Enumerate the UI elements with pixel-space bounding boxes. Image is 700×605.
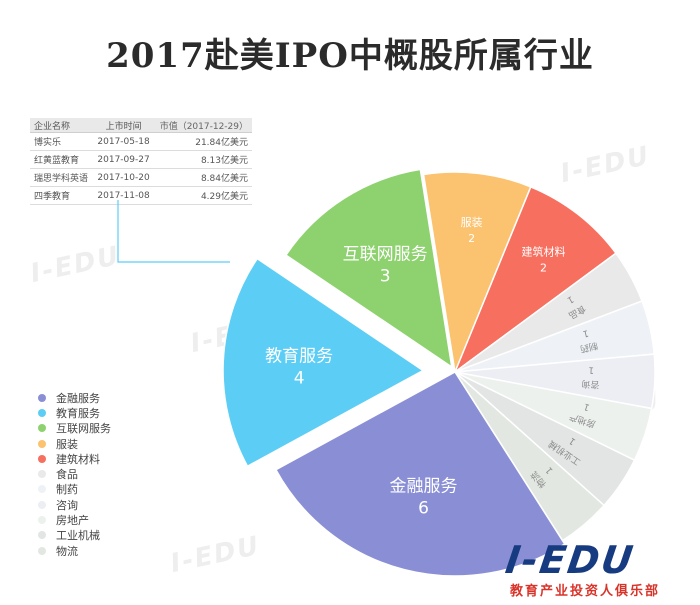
legend-label: 教育服务: [56, 406, 100, 420]
table-cell: 4.29亿美元: [154, 186, 252, 205]
table-row: 四季教育 2017-11-08 4.29亿美元: [30, 186, 252, 205]
legend-item: 房地产: [38, 512, 111, 527]
slice-value-label: 1: [583, 401, 592, 412]
slice-value-label: 2: [540, 261, 547, 274]
slice-label: 制药: [579, 339, 599, 355]
legend-swatch: [38, 485, 46, 494]
slice-value-label: 1: [544, 464, 555, 475]
chart-legend: 金融服务 教育服务互联网服务 服装 建筑材料食品 制药 咨询房地产 工业机械 物流: [38, 390, 111, 558]
legend-item: 金融服务: [38, 390, 111, 405]
legend-swatch: [38, 500, 46, 509]
legend-swatch: [38, 454, 46, 463]
slice-label: 咨询: [581, 378, 600, 391]
table-cell: 博实乐: [30, 132, 93, 151]
slice-value-label: 3: [380, 266, 391, 286]
slice-label: 互联网服务: [343, 244, 428, 264]
slice-label: 教育服务: [265, 347, 333, 367]
pie-slice: [274, 371, 566, 577]
legend-label: 服装: [56, 437, 78, 451]
slice-value-label: 1: [568, 435, 578, 446]
legend-label: 房地产: [56, 514, 89, 528]
table-header: 市值（2017-12-29）: [154, 118, 252, 133]
legend-item: 制药: [38, 482, 111, 497]
legend-label: 物流: [56, 544, 78, 558]
table-cell: 2017-11-08: [92, 186, 155, 205]
slice-label-group: 咨询 1: [581, 364, 600, 391]
slice-label: 建筑材料: [521, 244, 565, 258]
table-cell: 2017-09-27: [92, 150, 155, 169]
pie-slice: [422, 171, 532, 375]
table-header-row: 企业名称 上市时间 市值（2017-12-29）: [30, 118, 252, 133]
table-cell: 8.84亿美元: [154, 168, 252, 187]
slice-value-label: 2: [468, 232, 475, 245]
table-header: 上市时间: [92, 118, 155, 133]
logo-wordmark: I-EDU: [502, 538, 638, 582]
table-header: 企业名称: [30, 118, 93, 133]
pie-slice: [284, 168, 453, 369]
slice-label: 金融服务: [389, 476, 457, 496]
table-row: 瑞思学科英语 2017-10-20 8.84亿美元: [30, 168, 252, 187]
pie-slice: [453, 185, 617, 375]
legend-item: 服装: [38, 436, 111, 451]
slice-label: 服装: [461, 216, 483, 229]
legend-swatch: [38, 393, 46, 402]
legend-swatch: [38, 424, 46, 433]
slice-value-label: 4: [294, 369, 305, 389]
legend-label: 金融服务: [56, 391, 100, 405]
i-edu-logo: I-EDU 教育产业投资人俱乐部: [502, 538, 676, 599]
slice-label-group: 服装 2: [461, 216, 483, 245]
legend-label: 咨询: [56, 498, 78, 512]
legend-item: 食品: [38, 466, 111, 481]
slice-value-label: 1: [565, 293, 575, 305]
slice-label-group: 制药1: [579, 327, 599, 355]
pie-slice: [222, 257, 425, 468]
legend-label: 互联网服务: [56, 422, 111, 436]
table-callout-line: [117, 200, 230, 263]
legend-label: 建筑材料: [56, 452, 100, 466]
legend-swatch: [38, 470, 46, 479]
legend-label: 食品: [56, 468, 78, 482]
legend-swatch: [38, 439, 46, 448]
chart-title: 2017赴美IPO中概股所属行业: [106, 36, 594, 76]
legend-swatch: [38, 408, 46, 417]
slice-value-label: 1: [582, 327, 590, 338]
legend-swatch: [38, 531, 46, 540]
table-cell: 四季教育: [30, 186, 93, 205]
legend-item: 咨询: [38, 497, 111, 512]
slice-value-label: 1: [588, 364, 594, 374]
legend-item: 物流: [38, 543, 111, 558]
table-row: 博实乐 2017-05-18 21.84亿美元: [30, 132, 252, 151]
legend-item: 互联网服务: [38, 421, 111, 436]
ipo-company-table: 企业名称 上市时间 市值（2017-12-29） 博实乐 2017-05-18 …: [30, 118, 252, 205]
legend-item: 教育服务: [38, 405, 111, 420]
legend-label: 制药: [56, 483, 78, 497]
table-cell: 21.84亿美元: [154, 132, 252, 151]
table-cell: 红黄蓝教育: [30, 150, 93, 169]
table-cell: 瑞思学科英语: [30, 168, 93, 187]
legend-label: 工业机械: [56, 529, 100, 543]
table-cell: 8.13亿美元: [154, 150, 252, 169]
slice-value-label: 6: [418, 498, 429, 518]
legend-swatch: [38, 546, 46, 555]
table-cell: 2017-10-20: [92, 168, 155, 187]
table-cell: 2017-05-18: [92, 132, 155, 151]
legend-item: 建筑材料: [38, 451, 111, 466]
table-row: 红黄蓝教育 2017-09-27 8.13亿美元: [30, 150, 252, 169]
legend-item: 工业机械: [38, 528, 111, 543]
legend-swatch: [38, 516, 46, 525]
slice-label-group: 建筑材料 2: [521, 244, 565, 274]
logo-tagline: 教育产业投资人俱乐部: [510, 584, 661, 599]
